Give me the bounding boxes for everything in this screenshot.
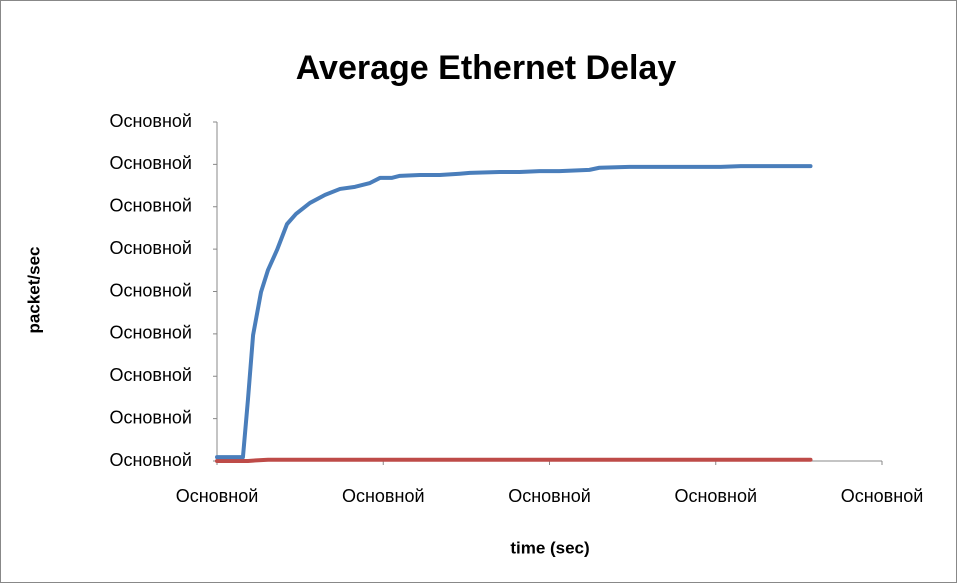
y-tick-label: Основной [109, 196, 192, 216]
x-tick-label: Основной [841, 486, 924, 506]
y-tick-label: Основной [109, 323, 192, 343]
y-tick-label: Основной [109, 450, 192, 470]
x-tick-label: Основной [508, 486, 591, 506]
y-axis-title: packet/sec [24, 247, 43, 334]
y-tick-label: Основной [109, 407, 192, 427]
y-tick-label: Основной [109, 238, 192, 258]
y-tick-label: Основной [109, 280, 192, 300]
series-line [215, 457, 813, 463]
series-line [215, 164, 813, 460]
x-tick-label: Основной [342, 486, 425, 506]
x-tick-label: Основной [674, 486, 757, 506]
x-tick-label: Основной [176, 486, 259, 506]
x-axis-title: time (sec) [510, 538, 589, 557]
y-tick-label: Основной [109, 365, 192, 385]
chart-title: Average Ethernet Delay [296, 49, 677, 87]
y-tick-label: Основной [109, 153, 192, 173]
y-tick-label: Основной [109, 111, 192, 131]
